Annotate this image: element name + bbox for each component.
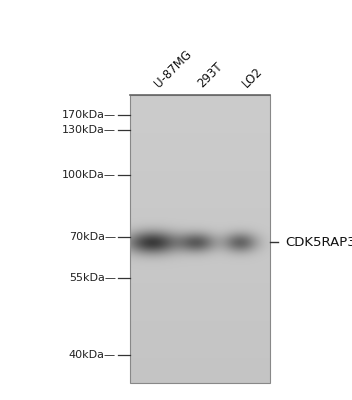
Text: 55kDa—: 55kDa— <box>69 273 116 283</box>
Text: U-87MG: U-87MG <box>152 48 194 90</box>
Text: 100kDa—: 100kDa— <box>62 170 116 180</box>
Bar <box>130 95 270 383</box>
Text: CDK5RAP3: CDK5RAP3 <box>285 236 352 248</box>
Text: 70kDa—: 70kDa— <box>69 232 116 242</box>
Text: 40kDa—: 40kDa— <box>69 350 116 360</box>
Text: 130kDa—: 130kDa— <box>62 125 116 135</box>
Text: 170kDa—: 170kDa— <box>62 110 116 120</box>
Text: LO2: LO2 <box>240 65 265 90</box>
Text: 293T: 293T <box>195 60 225 90</box>
